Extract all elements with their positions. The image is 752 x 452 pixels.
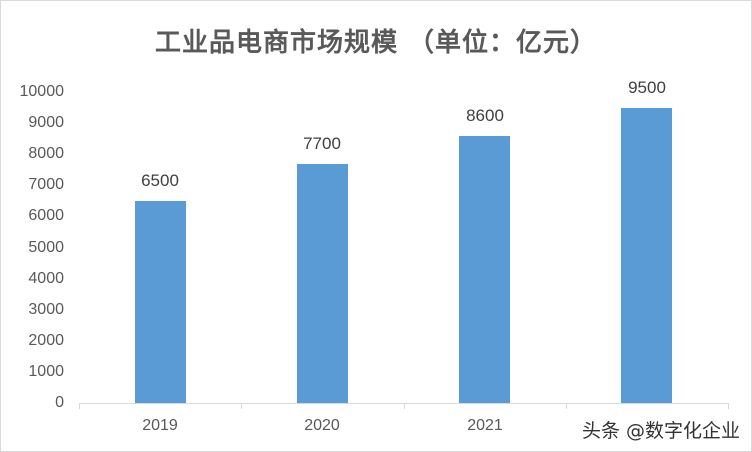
x-axis-tick	[79, 403, 80, 409]
y-tick-label: 0	[55, 394, 64, 411]
y-tick-label: 5000	[28, 238, 64, 256]
x-axis-tick	[241, 403, 242, 409]
y-tick-label: 9000	[28, 114, 64, 132]
bar	[459, 135, 510, 403]
bar-data-label: 7700	[303, 133, 341, 153]
y-tick-label: 7000	[28, 176, 64, 194]
y-tick-label: 4000	[28, 269, 64, 287]
chart-title: 工业品电商市场规模 （单位：亿元）	[154, 28, 598, 58]
x-tick-label: 2020	[304, 417, 340, 434]
x-axis-line	[79, 403, 728, 404]
x-axis-tick	[566, 403, 567, 409]
bar-data-label: 8600	[466, 105, 504, 125]
y-tick-label: 3000	[28, 300, 64, 318]
y-tick-label: 1000	[28, 362, 64, 380]
x-axis-tick	[728, 403, 729, 409]
y-tick-label: 2000	[28, 331, 64, 349]
x-tick-label: 2021	[467, 417, 503, 434]
y-tick-label: 8000	[28, 145, 64, 163]
bar-data-label: 6500	[141, 170, 179, 190]
y-tick-label: 6000	[28, 207, 64, 225]
bar	[621, 107, 672, 403]
x-tick-label: 2019	[142, 417, 178, 434]
bar	[135, 200, 186, 403]
bar-data-label: 9500	[628, 77, 666, 97]
y-tick-label: 10000	[19, 83, 65, 100]
bar	[297, 163, 348, 403]
watermark: 头条 @数字化企业	[581, 420, 740, 442]
x-axis-tick	[404, 403, 405, 409]
